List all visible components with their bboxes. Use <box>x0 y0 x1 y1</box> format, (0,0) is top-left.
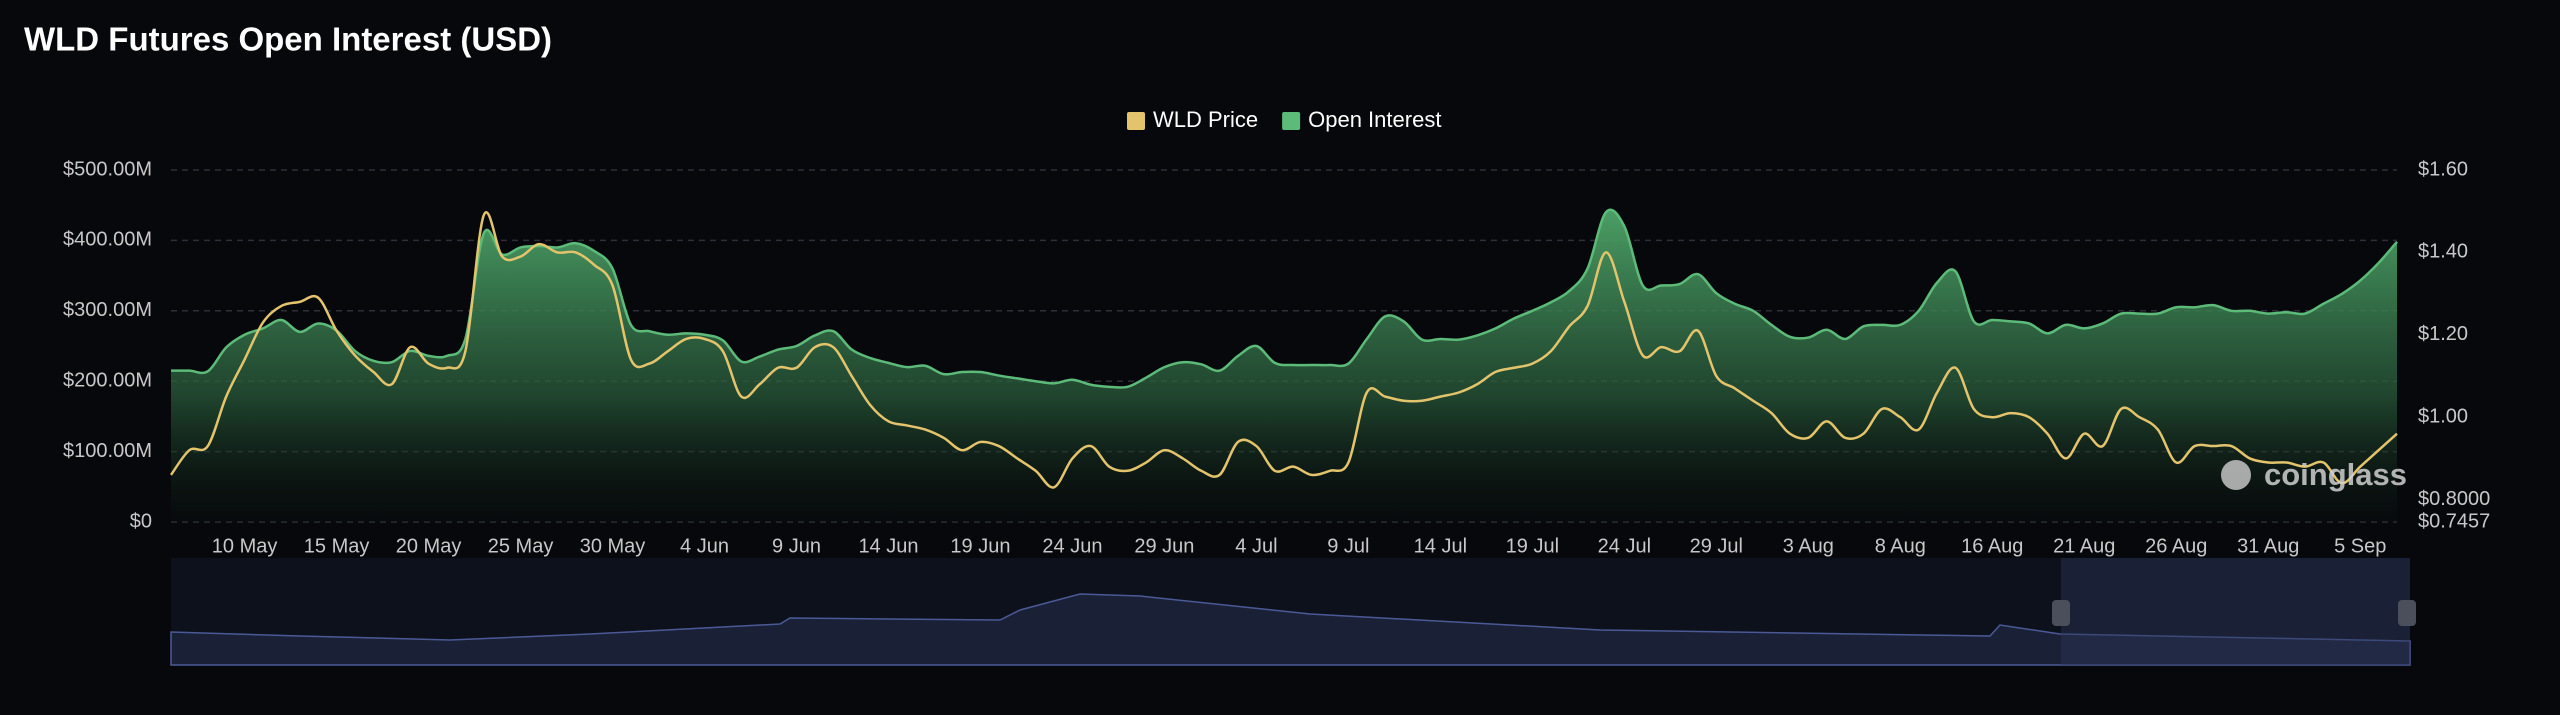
watermark: coinglass <box>2264 457 2407 492</box>
y2-tick-label: $1.20 <box>2418 323 2468 345</box>
x-tick-label: 24 Jul <box>1598 535 1651 557</box>
navigator-window[interactable] <box>2061 558 2410 665</box>
x-tick-label: 31 Aug <box>2237 535 2299 557</box>
x-tick-label: 26 Aug <box>2145 535 2207 557</box>
x-tick-label: 20 May <box>396 535 462 557</box>
y-tick-label: $0 <box>130 510 152 532</box>
y2-tick-label: $0.8000 <box>2418 488 2490 510</box>
navigator-series <box>170 593 2411 666</box>
legend-swatch <box>1127 112 1145 130</box>
legend: WLD Price Open Interest <box>1127 107 1441 132</box>
x-tick-label: 29 Jul <box>1690 535 1743 557</box>
x-tick-label: 19 Jul <box>1506 535 1559 557</box>
x-tick-label: 3 Aug <box>1783 535 1834 557</box>
x-tick-label: 5 Sep <box>2334 535 2386 557</box>
y-tick-label: $400.00M <box>63 229 152 251</box>
x-tick-label: 9 Jul <box>1327 535 1369 557</box>
x-tick-label: 15 May <box>304 535 370 557</box>
navigator-handle[interactable] <box>2052 600 2070 626</box>
y2-tick-label: $1.40 <box>2418 241 2468 263</box>
y-tick-label: $100.00M <box>63 440 152 462</box>
x-tick-label: 4 Jun <box>680 535 729 557</box>
y2-tick-label: $1.60 <box>2418 158 2468 180</box>
legend-swatch <box>1282 112 1301 130</box>
legend-label: Open Interest <box>1308 107 1441 132</box>
y2-tick-label: $1.00 <box>2418 406 2468 428</box>
open-interest-line <box>170 208 2398 389</box>
watermark-logo <box>2221 460 2251 490</box>
chart-title: WLD Futures Open Interest (USD) <box>24 21 552 58</box>
x-tick-label: 9 Jun <box>772 535 821 557</box>
navigator <box>170 558 2416 666</box>
y-tick-label: $300.00M <box>63 299 152 321</box>
x-tick-label: 14 Jul <box>1414 535 1467 557</box>
x-tick-label: 19 Jun <box>950 535 1010 557</box>
x-tick-label: 24 Jun <box>1042 535 1102 557</box>
navigator-handle[interactable] <box>2398 600 2416 626</box>
x-tick-label: 8 Aug <box>1875 535 1926 557</box>
y-tick-label: $500.00M <box>63 158 152 180</box>
x-tick-label: 16 Aug <box>1961 535 2023 557</box>
x-tick-label: 4 Jul <box>1235 535 1277 557</box>
legend-label: WLD Price <box>1153 107 1258 132</box>
y-tick-label: $200.00M <box>63 369 152 391</box>
x-tick-label: 29 Jun <box>1134 535 1194 557</box>
x-tick-label: 10 May <box>212 535 278 557</box>
x-tick-label: 21 Aug <box>2053 535 2115 557</box>
x-tick-label: 25 May <box>488 535 554 557</box>
price-line <box>169 211 2398 489</box>
y2-tick-label: $0.7457 <box>2418 510 2490 532</box>
plot <box>169 208 2398 522</box>
x-tick-label: 30 May <box>580 535 646 557</box>
x-tick-label: 14 Jun <box>858 535 918 557</box>
